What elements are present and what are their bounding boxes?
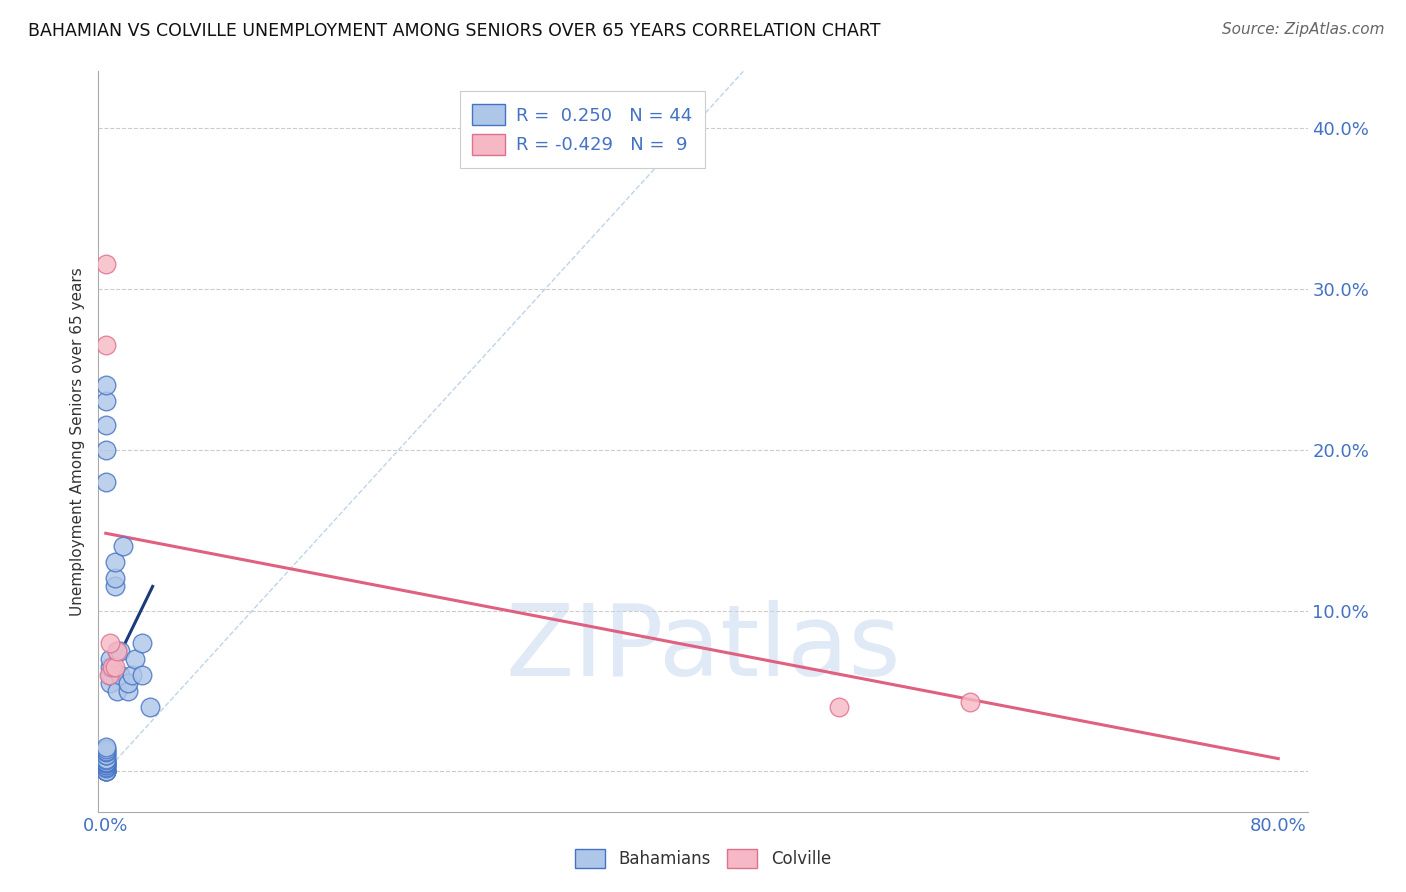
Point: [94, 394, 117, 409]
Point: [98, 636, 121, 650]
Point: [138, 700, 160, 714]
Point: [98, 668, 121, 682]
Point: [94, 764, 117, 779]
Point: [94, 475, 117, 489]
Point: [94, 378, 117, 392]
Point: [117, 684, 139, 698]
Y-axis label: Unemployment Among Seniors over 65 years: Unemployment Among Seniors over 65 years: [70, 268, 86, 615]
Point: [100, 660, 122, 674]
Point: [121, 668, 143, 682]
Legend: Bahamians, Colville: Bahamians, Colville: [568, 842, 838, 875]
Point: [94, 758, 117, 772]
Point: [131, 668, 153, 682]
Text: BAHAMIAN VS COLVILLE UNEMPLOYMENT AMONG SENIORS OVER 65 YEARS CORRELATION CHART: BAHAMIAN VS COLVILLE UNEMPLOYMENT AMONG …: [28, 22, 880, 40]
Point: [94, 742, 117, 756]
Point: [94, 338, 117, 352]
Text: Source: ZipAtlas.com: Source: ZipAtlas.com: [1222, 22, 1385, 37]
Point: [103, 555, 125, 569]
Point: [94, 740, 117, 755]
Point: [124, 652, 146, 666]
Point: [110, 644, 132, 658]
Point: [827, 700, 849, 714]
Point: [94, 748, 117, 763]
Point: [98, 660, 121, 674]
Point: [94, 764, 117, 779]
Point: [94, 418, 117, 433]
Point: [107, 644, 129, 658]
Point: [94, 764, 117, 779]
Point: [117, 676, 139, 690]
Point: [103, 660, 125, 674]
Point: [97, 668, 120, 682]
Point: [112, 539, 135, 553]
Point: [94, 748, 117, 763]
Point: [94, 751, 117, 765]
Point: [959, 695, 981, 709]
Point: [94, 761, 117, 775]
Point: [98, 652, 121, 666]
Point: [94, 758, 117, 772]
Point: [94, 759, 117, 773]
Point: [103, 579, 125, 593]
Legend: R =  0.250   N = 44, R = -0.429   N =  9: R = 0.250 N = 44, R = -0.429 N = 9: [460, 92, 704, 168]
Text: ZIPatlas: ZIPatlas: [505, 600, 901, 698]
Point: [94, 755, 117, 769]
Point: [98, 676, 121, 690]
Point: [94, 743, 117, 757]
Point: [103, 571, 125, 585]
Point: [110, 668, 132, 682]
Point: [94, 764, 117, 779]
Point: [94, 258, 117, 272]
Point: [94, 756, 117, 771]
Point: [107, 684, 129, 698]
Point: [94, 753, 117, 767]
Point: [107, 644, 129, 658]
Point: [94, 755, 117, 769]
Point: [94, 756, 117, 771]
Point: [94, 745, 117, 759]
Point: [131, 636, 153, 650]
Point: [94, 442, 117, 457]
